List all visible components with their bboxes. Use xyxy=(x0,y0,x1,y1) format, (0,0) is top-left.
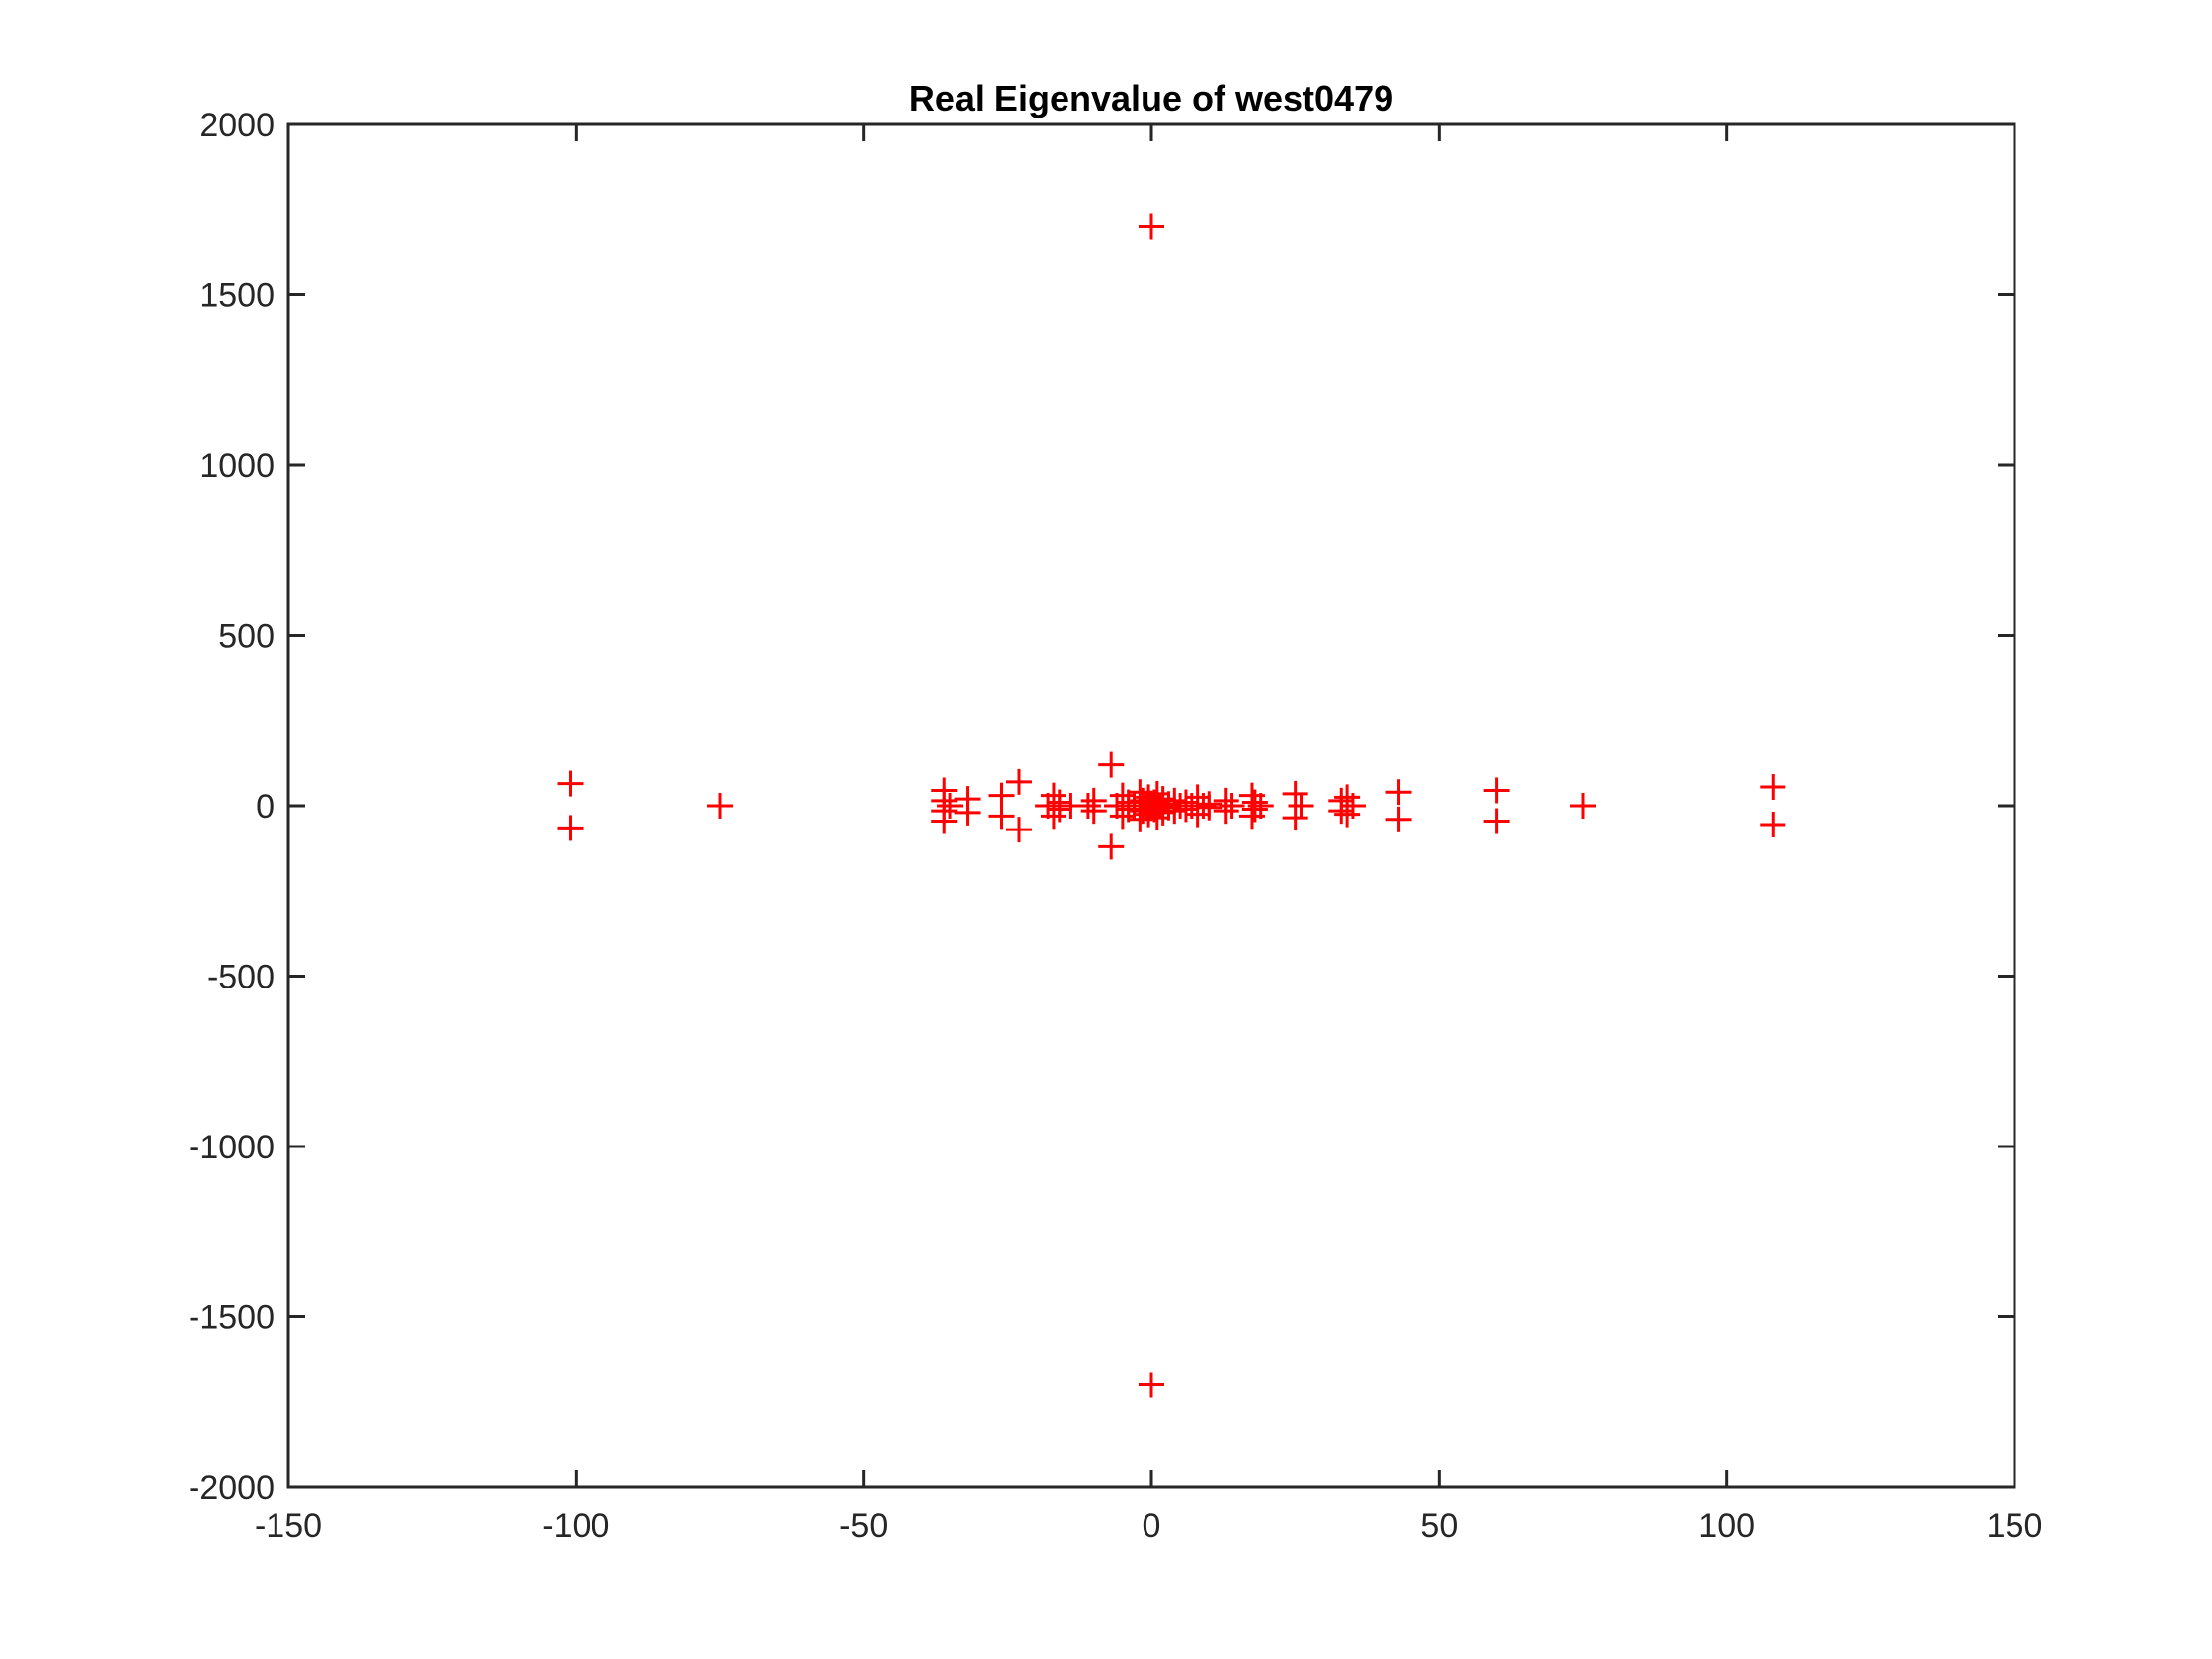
data-point xyxy=(1247,793,1274,819)
data-point xyxy=(1282,780,1308,807)
data-point xyxy=(1339,793,1366,819)
x-tick-label: -100 xyxy=(542,1507,609,1544)
data-point xyxy=(1483,808,1510,834)
data-point xyxy=(1288,793,1314,819)
data-point xyxy=(1144,805,1170,831)
data-point xyxy=(1328,798,1355,825)
data-point xyxy=(1190,793,1217,819)
data-point xyxy=(1196,794,1223,821)
x-tick-label: 100 xyxy=(1698,1507,1755,1544)
data-point xyxy=(557,815,584,841)
data-point xyxy=(1483,777,1510,804)
data-point xyxy=(1046,796,1072,823)
y-tick-label: 0 xyxy=(256,788,275,826)
data-point xyxy=(557,770,584,797)
data-point xyxy=(1144,780,1170,807)
data-points xyxy=(557,213,1786,1398)
y-tick-label: -2000 xyxy=(189,1469,275,1507)
data-point xyxy=(1109,803,1136,830)
data-point xyxy=(1098,833,1125,860)
x-tick-label: 150 xyxy=(1987,1507,2043,1544)
data-point xyxy=(954,799,981,826)
data-point xyxy=(1213,798,1239,825)
axis-tick-labels: -150 -100 -50 0 50 100 150-2000-1500-1000-5000… xyxy=(189,107,2042,1544)
data-point xyxy=(988,803,1015,830)
data-point xyxy=(1570,793,1596,819)
data-point xyxy=(1139,213,1164,240)
y-tick-label: -1000 xyxy=(189,1129,275,1166)
data-point xyxy=(1219,793,1245,819)
data-point xyxy=(931,798,958,825)
data-point xyxy=(1080,798,1107,825)
data-point xyxy=(1040,803,1066,830)
data-point xyxy=(1155,794,1182,821)
data-point xyxy=(1035,793,1062,819)
chart-title: Real Eigenvalue of west0479 xyxy=(909,78,1393,118)
axis-ticks xyxy=(286,122,2016,1489)
data-point xyxy=(1005,768,1032,795)
data-point xyxy=(1098,751,1125,778)
y-tick-label: 2000 xyxy=(199,107,275,144)
data-point xyxy=(1172,796,1199,823)
y-tick-label: 1500 xyxy=(199,277,275,315)
data-point xyxy=(1760,774,1786,801)
data-point xyxy=(1074,793,1101,819)
data-point xyxy=(1005,817,1032,843)
data-point xyxy=(1385,806,1412,832)
data-point xyxy=(707,793,733,819)
data-point xyxy=(1282,805,1308,831)
y-tick-label: 500 xyxy=(218,618,275,656)
x-tick-label: 50 xyxy=(1420,1507,1458,1544)
x-tick-label: -50 xyxy=(839,1507,888,1544)
data-point xyxy=(1385,779,1412,806)
data-point xyxy=(1139,1372,1164,1398)
x-tick-label: 0 xyxy=(1143,1507,1161,1544)
x-tick-label: -150 xyxy=(255,1507,322,1544)
y-tick-label: 1000 xyxy=(199,447,275,485)
y-tick-label: -1500 xyxy=(189,1300,275,1337)
y-tick-label: -500 xyxy=(207,959,275,996)
data-point xyxy=(1241,796,1268,823)
data-point xyxy=(1760,811,1786,837)
data-point xyxy=(937,793,964,819)
data-point xyxy=(1115,796,1142,823)
